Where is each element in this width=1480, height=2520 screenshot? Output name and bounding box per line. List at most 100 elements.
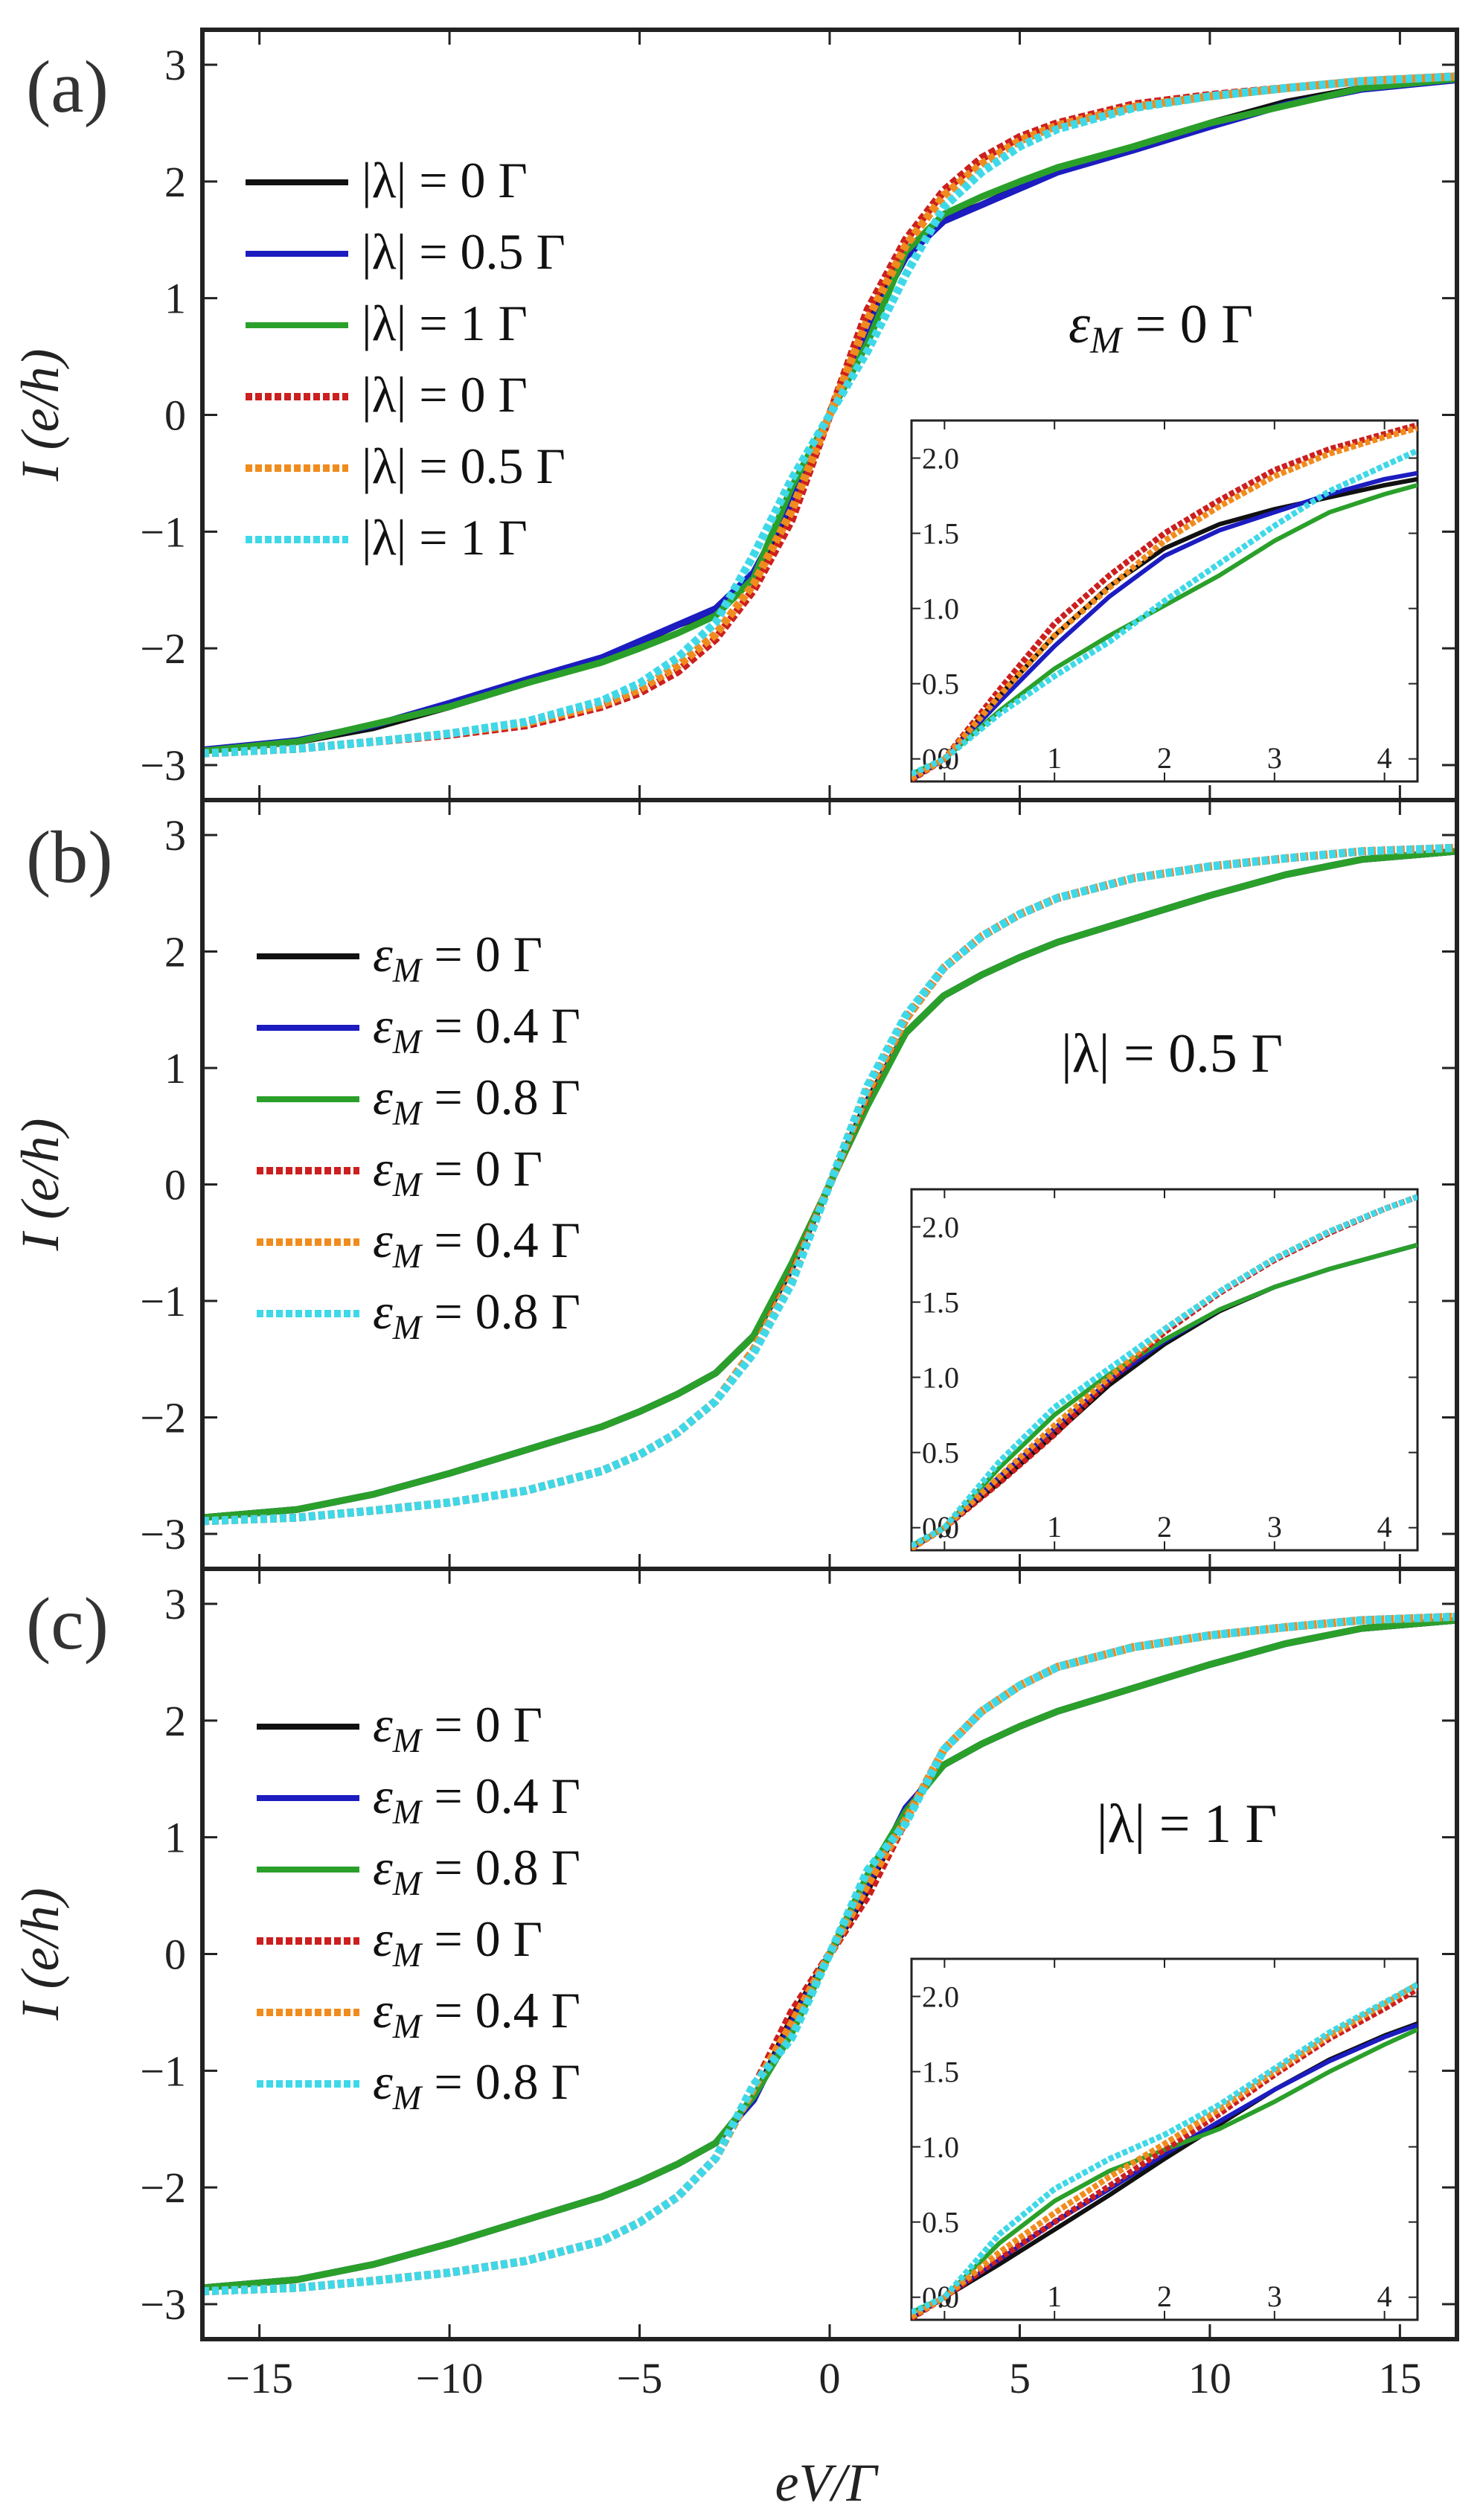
x-tick-label: 10	[1188, 2354, 1231, 2402]
inset-series-group	[912, 422, 1417, 781]
inset-x-tick-label: 3	[1267, 1510, 1282, 1544]
y-tick-label: 2	[164, 927, 186, 976]
y-axis-label: I (e/h)	[10, 1888, 70, 2021]
inset-series-line-6	[912, 1194, 1417, 1549]
y-tick-label: −2	[140, 2164, 186, 2212]
x-tick-label: −5	[617, 2354, 663, 2402]
panel-label: (c)	[26, 1582, 109, 1665]
y-tick-label: −1	[140, 2047, 186, 2095]
inset-y-tick-label: 1.5	[922, 517, 959, 551]
y-tick-label: 3	[164, 41, 186, 89]
legend-entry: |λ| = 1 Γ	[362, 295, 528, 351]
panel-a: −3 −2 −1 0 1 2 3 I (e/h) (a) |λ| = 0 Γ |λ| = 0.5 Γ…	[10, 28, 1459, 802]
y-tick-label: 1	[164, 275, 186, 323]
legend-entry: εM = 0 Γ	[373, 1140, 542, 1204]
y-tick-label: 2	[164, 158, 186, 206]
y-tick-label: 3	[164, 811, 186, 860]
legend-entry: εM = 0 Γ	[373, 1696, 542, 1760]
inset-y-tick-label: 1.0	[922, 2131, 959, 2164]
inset-x-tick-label: 3	[1267, 741, 1282, 775]
legend-entry: εM = 0.8 Γ	[373, 1283, 580, 1347]
y-tick-label: 1	[164, 1044, 186, 1093]
inset-series-line-6	[912, 447, 1417, 777]
inset-series-line-5	[912, 425, 1417, 781]
legend-entry: εM = 0.4 Γ	[373, 1212, 580, 1276]
y-tick-label: 0	[164, 1161, 186, 1209]
inset-plot: 0 1 2 3 40.00.51.01.52.0	[910, 1957, 1419, 2321]
plot-frame	[200, 1567, 1459, 2341]
inset-x-tick-label: 4	[1377, 1510, 1392, 1544]
series-line-6	[202, 72, 1457, 758]
y-tick-label: −2	[140, 624, 186, 673]
inset-series-line-5	[912, 1981, 1417, 2320]
legend-entry: εM = 0.4 Γ	[373, 1768, 580, 1832]
y-tick-label: 0	[164, 391, 186, 440]
inset-y-tick-label: 0.5	[922, 1436, 959, 1470]
legend-entry: εM = 0 Γ	[373, 926, 542, 990]
y-tick-label: −1	[140, 508, 186, 556]
inset-y-tick-label: 2.0	[922, 1211, 959, 1244]
inset-x-tick-label: 2	[1157, 1510, 1172, 1544]
inset-y-tick-label: 2.0	[922, 1980, 959, 2014]
inset-series-line-6	[912, 1981, 1417, 2315]
inset-x-tick-label: 1	[1047, 2280, 1062, 2313]
inset-plot: 0 1 2 3 40.00.51.01.52.0	[910, 419, 1419, 783]
x-tick-label: 0	[819, 2354, 841, 2402]
legend-entry: |λ| = 0.5 Γ	[362, 438, 566, 494]
panel-label: (a)	[26, 45, 109, 128]
inset-frame	[910, 1188, 1419, 1552]
y-tick-label: 1	[164, 1814, 186, 1862]
inset-x-tick-label: 1	[1047, 741, 1062, 775]
inset-plot: 0 1 2 3 40.00.51.01.52.0	[910, 1188, 1419, 1552]
y-tick-label: −2	[140, 1394, 186, 1442]
inset-y-tick-label: 2.0	[922, 442, 959, 476]
inset-y-tick-label: 0.5	[922, 2206, 959, 2239]
inset-y-tick-label: 0.5	[922, 668, 959, 701]
inset-y-tick-label: 1.0	[922, 592, 959, 626]
y-tick-label: 0	[164, 1931, 186, 1979]
y-tick-label: −1	[140, 1277, 186, 1325]
legend-entry: |λ| = 0 Γ	[362, 366, 528, 423]
x-axis-label: eV/Γ	[775, 2453, 880, 2513]
inset-y-tick-label: 1.5	[922, 1286, 959, 1320]
inset-x-tick-label: 2	[1157, 2280, 1172, 2313]
inset-series-group	[912, 1981, 1417, 2320]
panel-annotation: |λ| = 1 Γ	[1097, 1794, 1278, 1855]
legend-entry: εM = 0 Γ	[373, 1910, 542, 1974]
inset-y-tick-label: 1.0	[922, 1361, 959, 1395]
inset-series-group	[912, 1194, 1417, 1550]
panel-label: (b)	[26, 816, 113, 898]
y-axis-label: I (e/h)	[10, 1119, 70, 1252]
legend-entry: εM = 0.8 Γ	[373, 1839, 580, 1903]
x-tick-label: 15	[1378, 2354, 1421, 2402]
legend-entry: εM = 0.8 Γ	[373, 1069, 580, 1133]
legend-entry: |λ| = 1 Γ	[362, 509, 528, 566]
series-group	[202, 843, 1457, 1526]
legend-entry: εM = 0.4 Γ	[373, 997, 580, 1061]
inset-x-tick-label: 4	[1377, 741, 1392, 775]
inset-series-line-4	[912, 1986, 1417, 2320]
inset-series-line-3	[912, 2027, 1417, 2315]
y-tick-label: 2	[164, 1697, 186, 1745]
legend-entry: |λ| = 0 Γ	[362, 152, 528, 208]
series-group	[202, 72, 1457, 758]
inset-y-tick-label: 1.5	[922, 2056, 959, 2089]
series-group	[202, 1612, 1457, 2296]
panel-annotation: |λ| = 0.5 Γ	[1061, 1023, 1283, 1084]
legend-entry: |λ| = 0.5 Γ	[362, 223, 566, 280]
series-line-6	[202, 1612, 1457, 2296]
y-tick-label: −3	[140, 741, 186, 790]
inset-x-tick-label: 4	[1377, 2280, 1392, 2313]
y-axis-label: I (e/h)	[10, 349, 70, 482]
panel-annotation: εM = 0 Γ	[1069, 294, 1253, 361]
inset-x-tick-label: 3	[1267, 2280, 1282, 2313]
y-tick-label: −3	[140, 2280, 186, 2329]
y-tick-label: −3	[140, 1510, 186, 1558]
legend-entry: εM = 0.8 Γ	[373, 2053, 580, 2117]
x-tick-label: −10	[416, 2354, 484, 2402]
legend-entry: εM = 0.4 Γ	[373, 1982, 580, 2046]
x-tick-label: −15	[225, 2354, 293, 2402]
inset-x-tick-label: 1	[1047, 1510, 1062, 1544]
